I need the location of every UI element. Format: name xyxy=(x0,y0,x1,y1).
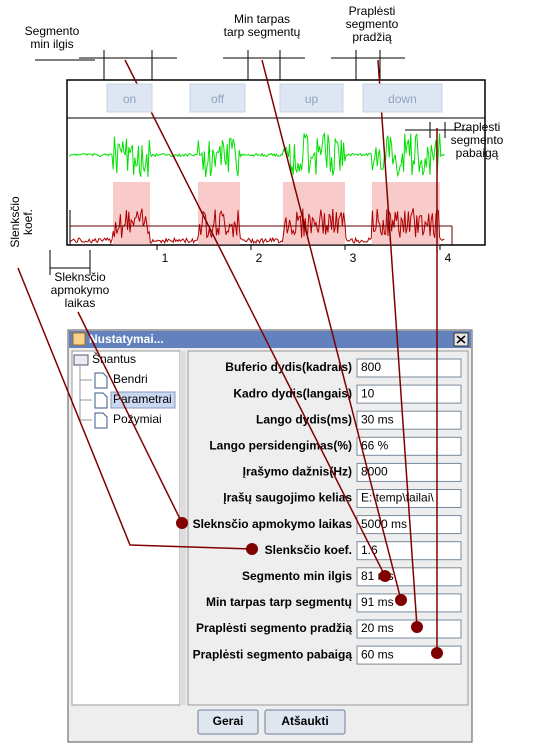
segment-label: on xyxy=(123,92,136,106)
field-label: Lango dydis(ms) xyxy=(256,412,352,426)
energy-curve xyxy=(69,207,445,245)
button-label: Gerai xyxy=(213,714,244,728)
leader-line xyxy=(124,59,386,577)
field-label: Slenksčio koef. xyxy=(265,543,352,557)
annotation-text: Min tarpas xyxy=(234,12,290,26)
tree-item[interactable]: Požymiai xyxy=(113,412,162,426)
segment-label: off xyxy=(211,92,225,106)
close-icon xyxy=(456,335,466,344)
text-field[interactable] xyxy=(356,436,462,456)
field-label: Lango persidengimas(%) xyxy=(209,438,352,452)
annotation-text: koef. xyxy=(21,209,35,235)
text-field[interactable] xyxy=(356,593,462,613)
tree-item[interactable]: Bendri xyxy=(113,372,148,386)
field-value: 30 ms xyxy=(361,412,394,426)
file-icon xyxy=(94,412,108,429)
text-field[interactable] xyxy=(356,358,462,378)
tree-children: Bendri Parametrai Požymiai xyxy=(79,365,176,429)
annotation-text: pradžią xyxy=(352,30,392,44)
field-label: Min tarpas tarp segmentų xyxy=(206,595,352,609)
selection xyxy=(110,391,176,409)
annotation-text: segmento xyxy=(451,133,504,147)
leader-dot xyxy=(246,543,258,555)
text-field[interactable] xyxy=(356,410,462,430)
segment-label: up xyxy=(305,92,319,106)
leader-dot xyxy=(411,621,423,633)
file-icon xyxy=(94,392,108,409)
file-icon xyxy=(94,372,108,389)
button[interactable] xyxy=(264,709,346,735)
leader-line xyxy=(261,59,402,601)
buttons: Gerai Atšaukti xyxy=(197,709,346,735)
annotation-text: segmento xyxy=(346,17,399,31)
segment-box xyxy=(362,83,443,113)
annotation-text: Praplėsti xyxy=(454,120,501,134)
time-label: 2 xyxy=(256,251,263,265)
field-value: E:\temp\failai\ xyxy=(361,491,434,505)
segment-box xyxy=(189,83,246,113)
segment-label: down xyxy=(388,92,417,106)
energy-band xyxy=(113,182,150,245)
time-label: 4 xyxy=(445,251,452,265)
segment-box xyxy=(106,83,153,113)
annotation-text: tarp segmentų xyxy=(224,25,301,39)
waveform xyxy=(69,131,453,245)
leader-dot xyxy=(176,517,188,529)
leader-dot xyxy=(431,647,443,659)
field-value: 8000 xyxy=(361,465,388,479)
button-label: Atšaukti xyxy=(281,714,328,728)
leader-line xyxy=(377,59,418,628)
field-value: 10 xyxy=(361,386,375,400)
field-value: 800 xyxy=(361,360,381,374)
java-icon xyxy=(72,332,86,346)
annotation-text: Segmento xyxy=(25,24,80,38)
energy-band xyxy=(372,182,440,245)
speech-wave xyxy=(69,131,445,178)
field-value: 91 ms xyxy=(361,595,394,609)
leader-dot xyxy=(395,594,407,606)
field-label: Įrašymo dažnis(Hz) xyxy=(243,465,352,479)
annotation-text: Slenksčio xyxy=(8,196,22,248)
text-field[interactable] xyxy=(356,541,462,561)
button[interactable] xyxy=(197,709,259,735)
field-value: 5000 ms xyxy=(361,517,407,531)
leader-line xyxy=(17,267,253,550)
field-label: Praplėsti segmento pabaigą xyxy=(193,647,353,661)
segment-box xyxy=(279,83,344,113)
annotation-text: Praplėsti xyxy=(349,4,396,18)
tree-item[interactable]: Parametrai xyxy=(113,392,172,406)
time-label: 1 xyxy=(162,251,169,265)
annotation-text: min ilgis xyxy=(30,37,73,51)
text-field[interactable] xyxy=(356,462,462,482)
folder-icon xyxy=(73,354,89,366)
field-label: Praplėsti segmento pradžią xyxy=(196,621,352,635)
energy-band xyxy=(283,182,345,245)
time-label: 3 xyxy=(350,251,357,265)
field-label: Buferio dydis(kadrais) xyxy=(225,360,352,374)
field-value: 66 % xyxy=(361,438,389,452)
field-label: Sleknsčio apmokymo laikas xyxy=(193,517,353,531)
annotation-text: pabaigą xyxy=(456,146,499,160)
leader-dot xyxy=(379,570,391,582)
annotation-text: apmokymo xyxy=(51,283,110,297)
leader-line xyxy=(77,311,183,524)
field-label: Segmento min ilgis xyxy=(242,569,352,583)
annotation-text: laikas xyxy=(65,296,96,310)
text-field[interactable] xyxy=(356,384,462,404)
dialog-title: Nustatymai... xyxy=(89,332,164,346)
annotation-text: Sleknsčio xyxy=(54,270,106,284)
field-label: Įrašų saugojimo kelias xyxy=(223,491,352,505)
field-value: 20 ms xyxy=(361,621,394,635)
field-value: 60 ms xyxy=(361,647,394,661)
title-bar xyxy=(69,331,471,348)
leader-lines xyxy=(17,59,443,659)
text-field[interactable] xyxy=(356,619,462,639)
